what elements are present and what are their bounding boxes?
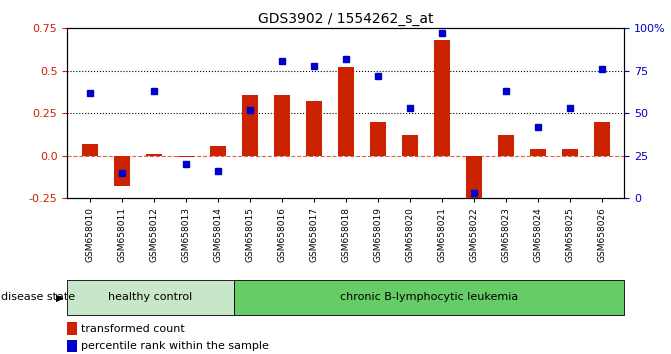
Text: healthy control: healthy control xyxy=(108,292,193,302)
Bar xyxy=(67,280,234,315)
Bar xyxy=(338,67,354,156)
Text: chronic B-lymphocytic leukemia: chronic B-lymphocytic leukemia xyxy=(340,292,518,302)
Bar xyxy=(146,154,162,156)
Bar xyxy=(81,144,97,156)
Bar xyxy=(498,135,513,156)
Bar xyxy=(370,122,386,156)
Bar xyxy=(178,156,193,158)
Bar xyxy=(594,122,610,156)
Bar xyxy=(67,322,77,335)
Bar xyxy=(529,149,546,156)
Title: GDS3902 / 1554262_s_at: GDS3902 / 1554262_s_at xyxy=(258,12,433,26)
Bar xyxy=(401,135,417,156)
Bar xyxy=(562,149,578,156)
Text: disease state: disease state xyxy=(1,292,74,302)
Bar xyxy=(274,95,290,156)
Text: percentile rank within the sample: percentile rank within the sample xyxy=(81,341,269,351)
Bar xyxy=(67,340,77,352)
Text: transformed count: transformed count xyxy=(81,324,185,333)
Bar xyxy=(113,156,130,186)
Bar xyxy=(234,280,624,315)
Text: ▶: ▶ xyxy=(56,292,64,302)
Bar xyxy=(305,101,321,156)
Bar xyxy=(242,95,258,156)
Bar xyxy=(466,156,482,202)
Bar xyxy=(433,40,450,156)
Bar xyxy=(209,145,225,156)
